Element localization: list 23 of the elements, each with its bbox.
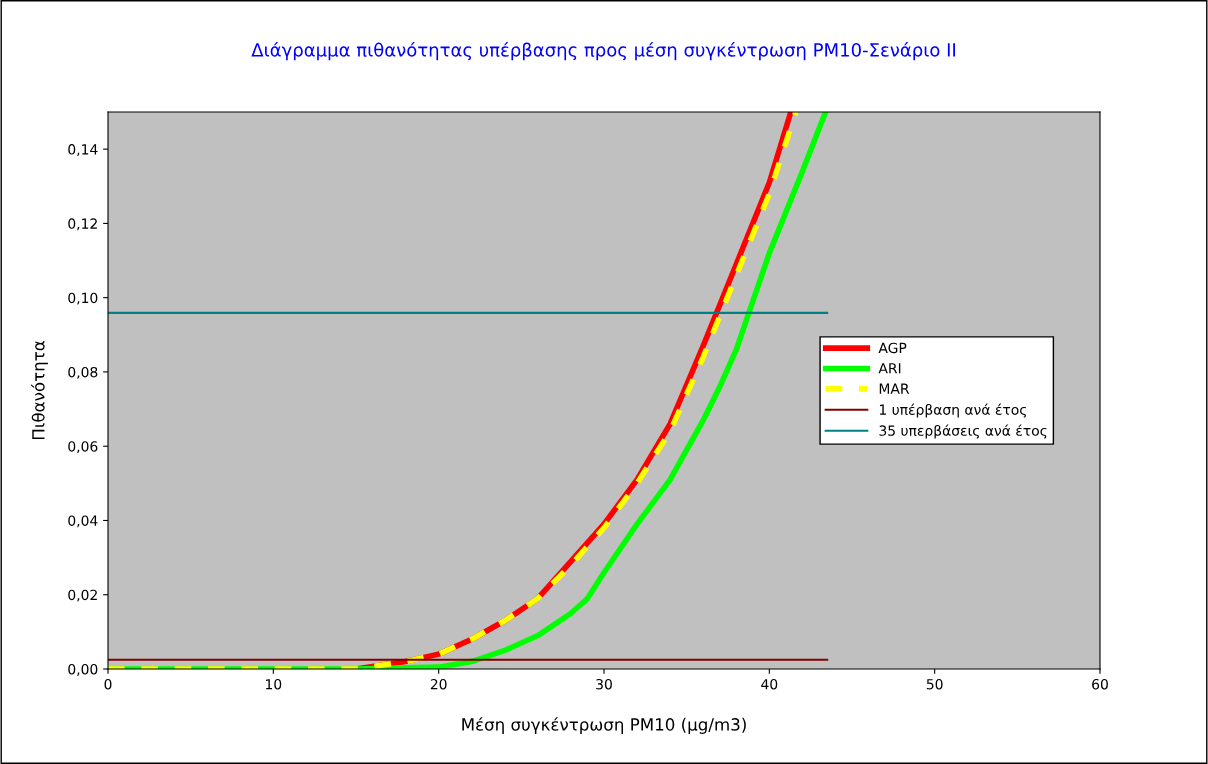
y-tick-label: 0,08	[68, 366, 98, 379]
x-tick-label: 40	[761, 678, 778, 690]
x-tick-label: 50	[926, 678, 943, 690]
y-tick-label: 0,14	[68, 144, 98, 157]
x-tick-label: 60	[1092, 678, 1108, 690]
y-tick-label: 0,00	[68, 663, 98, 676]
legend-label: 35 υπερβάσεις ανά έτος	[879, 424, 1047, 439]
x-tick-label: 10	[266, 678, 282, 690]
legend-label: MAR	[879, 383, 910, 394]
legend-label: AGP	[878, 342, 907, 354]
x-tick-label: 20	[430, 678, 447, 690]
x-axis-title: Μέση συγκέντρωση PM10 (μg/m3)	[462, 717, 746, 734]
x-tick-label: 30	[596, 678, 612, 690]
y-tick-label: 0,10	[68, 292, 98, 305]
x-tick-label: 0	[104, 678, 112, 690]
legend-label: 1 υπέρβαση ανά έτος	[879, 403, 1027, 418]
y-tick-label: 0,06	[68, 441, 98, 454]
y-tick-label: 0,04	[68, 515, 98, 528]
y-tick-label: 0,02	[68, 589, 97, 602]
y-tick-label: 0,12	[68, 218, 97, 231]
chart-title: Διάγραμμα πιθανότητας υπέρβασης προς μέση συγκέντρωση PM10-Σενάριο ΙΙ	[251, 42, 955, 61]
y-axis-title: Πιθανότητα	[31, 341, 48, 440]
legend-label: ARI	[878, 363, 901, 374]
